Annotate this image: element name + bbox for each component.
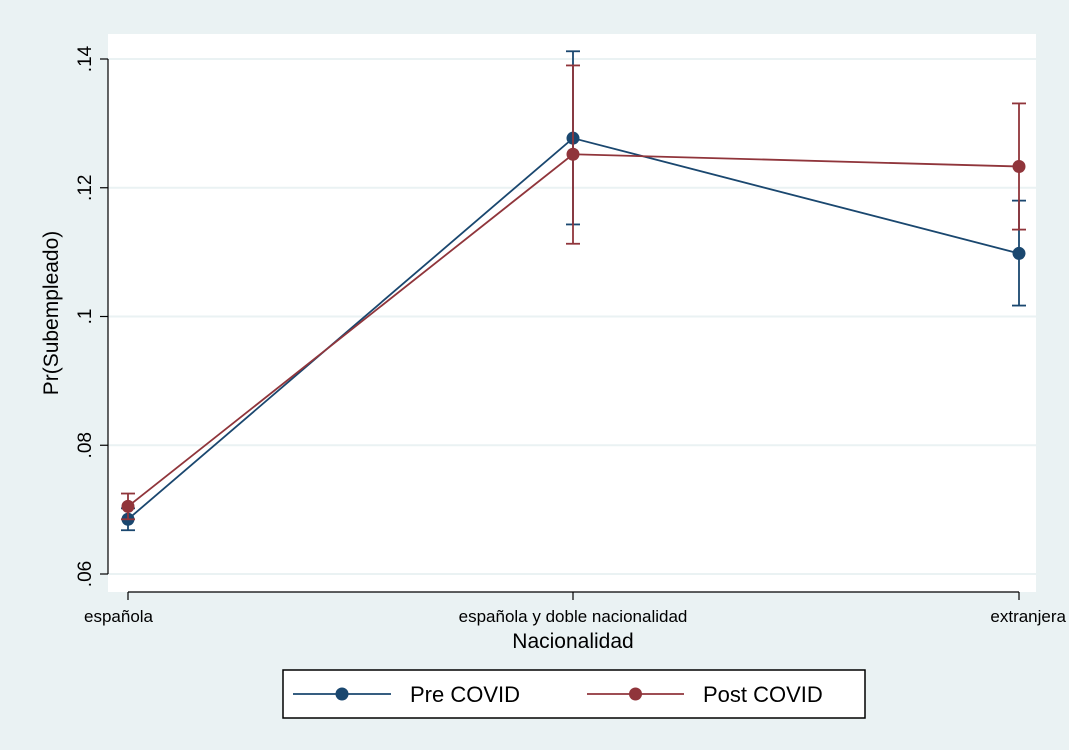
legend-label: Pre COVID — [410, 682, 520, 707]
x-tick-label: española — [84, 607, 154, 626]
series-post-covid — [121, 64, 1026, 521]
y-tick-label: .06 — [75, 561, 96, 587]
y-tick-label: .14 — [75, 45, 96, 72]
legend-marker — [335, 687, 349, 701]
axes: .06 .08 .1 .12 .14 española española y doble n… — [75, 45, 1067, 626]
x-axis-title: Nacionalidad — [512, 630, 633, 653]
legend-item: Pre COVID — [293, 682, 520, 707]
y-tick-label: .1 — [75, 309, 96, 325]
plot-background — [108, 34, 1036, 592]
data-point — [566, 147, 580, 161]
data-point — [121, 499, 135, 513]
legend-marker — [629, 687, 642, 701]
grid-lines — [108, 58, 1036, 575]
legend-item: Post COVID — [587, 682, 823, 707]
legend-label: Post COVID — [703, 682, 823, 707]
series-layer — [121, 50, 1026, 532]
x-tick-label: española y doble nacionalidad — [459, 607, 688, 626]
legend: Pre COVID Post COVID — [293, 682, 823, 707]
data-point — [1012, 160, 1026, 174]
y-tick-label: .08 — [75, 432, 96, 458]
y-tick-label: .12 — [75, 175, 96, 201]
data-point — [1012, 246, 1026, 260]
x-tick-label: extranjera — [990, 607, 1066, 626]
y-axis-title: Pr(Subempleado) — [40, 231, 63, 396]
